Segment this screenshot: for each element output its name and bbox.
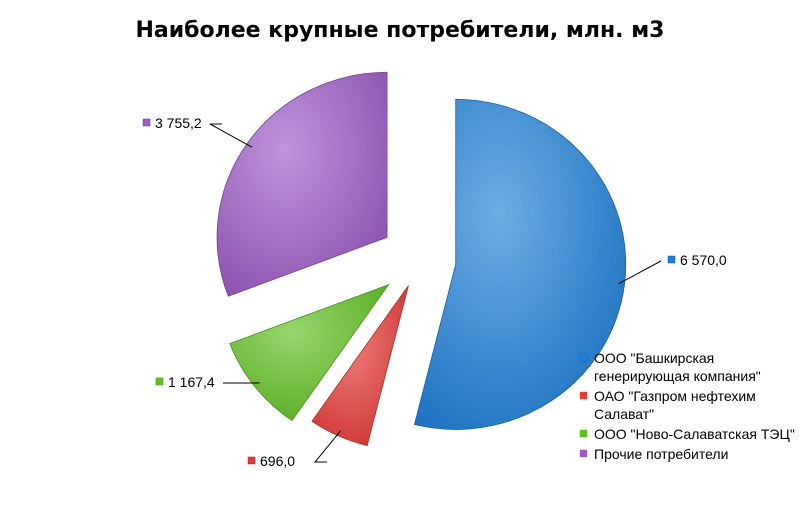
legend-item-gazprom-neftekhim: ОАО "Газпром нефтехим Салават" — [580, 387, 795, 423]
legend-item-bashkir-gen: ООО "Башкирская генерирующая компания" — [580, 349, 795, 385]
data-label-novo-salavat-tec: 1 167,4 — [168, 374, 215, 390]
data-label-other: 3 755,2 — [155, 115, 202, 131]
data-label-gazprom-neftekhim: 696,0 — [260, 453, 295, 469]
legend-swatch-other — [580, 450, 587, 457]
legend-label-novo-salavat-tec: ООО "Ново-Салаватская ТЭЦ" — [594, 426, 795, 442]
leader-line-other — [209, 123, 253, 148]
chart-legend: ООО "Башкирская генерирующая компания" ОА… — [580, 349, 795, 465]
data-label-marker-other — [142, 118, 151, 127]
legend-item-novo-salavat-tec: ООО "Ново-Салаватская ТЭЦ" — [580, 425, 795, 443]
data-label-marker-gazprom-neftekhim — [247, 456, 256, 465]
legend-swatch-bashkir-gen — [580, 354, 587, 361]
data-label-marker-novo-salavat-tec — [155, 377, 164, 386]
pie-slice-gazprom-neftekhim — [311, 285, 409, 447]
legend-swatch-novo-salavat-tec — [580, 430, 587, 437]
leader-line-bashkir-gen — [618, 260, 662, 285]
leader-line-gazprom-neftekhim — [313, 430, 342, 463]
legend-label-bashkir-gen: ООО "Башкирская генерирующая компания" — [594, 350, 761, 384]
chart-title: Наиболее крупные потребители, млн. м3 — [135, 18, 665, 43]
legend-label-other: Прочие потребители — [594, 446, 729, 462]
legend-item-other: Прочие потребители — [580, 445, 795, 463]
pie-slice-novo-salavat-tec — [229, 283, 390, 422]
data-label-marker-bashkir-gen — [667, 255, 676, 264]
data-label-bashkir-gen: 6 570,0 — [680, 252, 727, 268]
pie-slice-bashkir-gen — [413, 99, 627, 430]
pie-slice-other — [216, 71, 388, 297]
legend-label-gazprom-neftekhim: ОАО "Газпром нефтехим Салават" — [594, 388, 756, 422]
legend-swatch-gazprom-neftekhim — [580, 392, 587, 399]
